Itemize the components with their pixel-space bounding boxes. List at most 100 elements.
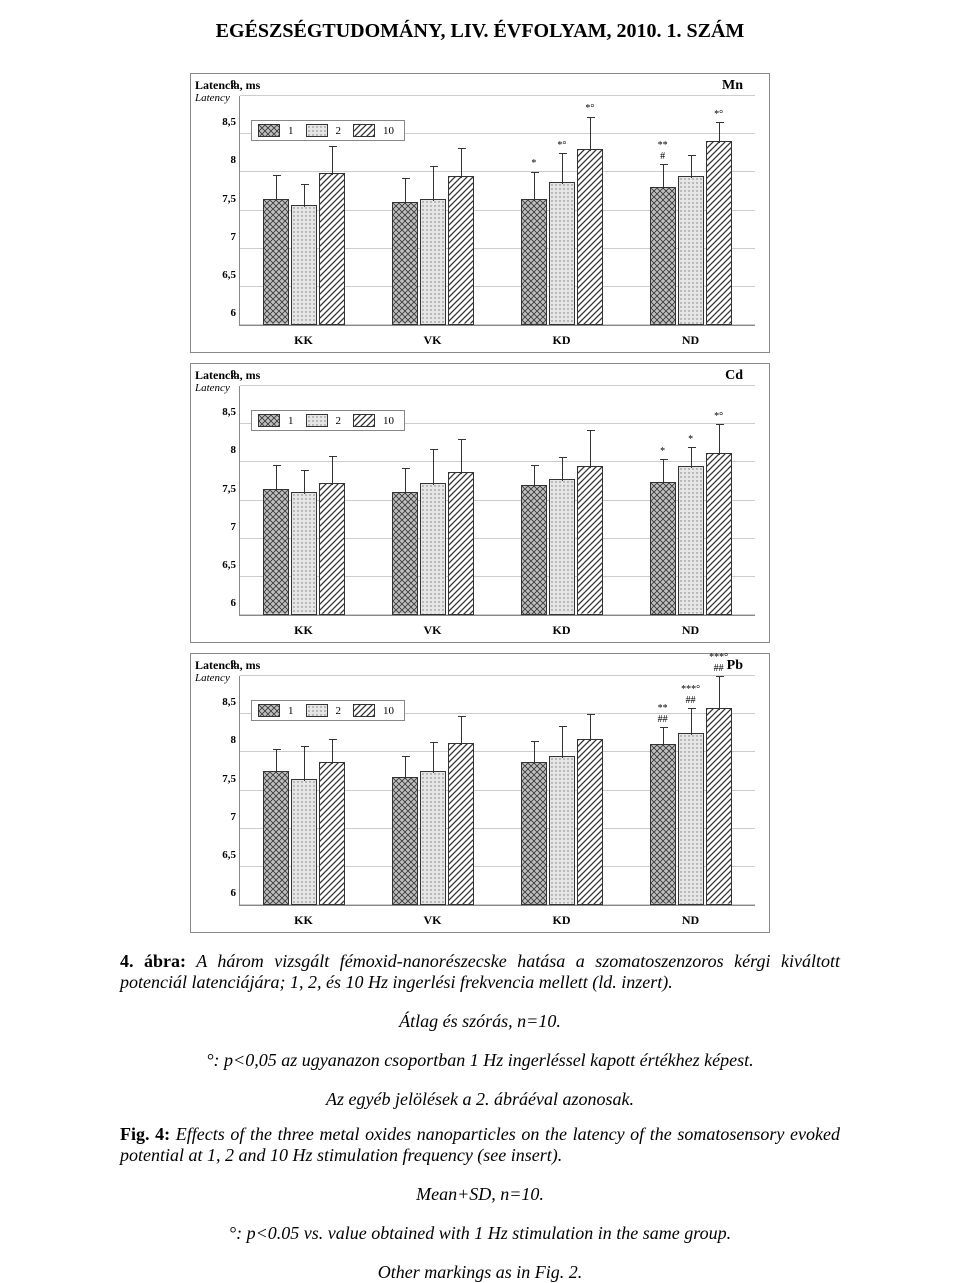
legend-swatch — [258, 414, 280, 427]
y-tick-label: 7 — [231, 521, 237, 533]
y-tick-label: 6 — [231, 887, 237, 899]
legend-label: 10 — [383, 415, 394, 427]
legend-swatch — [353, 414, 375, 427]
bar — [420, 676, 446, 905]
significance-marker: ** ## — [658, 703, 668, 725]
bar: ***° ## — [706, 676, 732, 905]
bar — [448, 676, 474, 905]
bar: *° — [706, 386, 732, 615]
legend-label: 1 — [288, 415, 294, 427]
x-tick-label: KD — [497, 623, 626, 638]
bar-group: ** # *° — [626, 96, 755, 325]
bar — [448, 386, 474, 615]
legend-swatch — [353, 124, 375, 137]
panel-label: Pb — [727, 658, 743, 674]
significance-marker: ***° ## — [681, 684, 700, 706]
y-axis-label-en: Latency — [195, 382, 230, 394]
y-tick-label: 6 — [231, 307, 237, 319]
legend-swatch — [353, 704, 375, 717]
y-tick-label: 8 — [231, 734, 237, 746]
y-tick-label: 9 — [231, 658, 237, 670]
legend-swatch — [306, 704, 328, 717]
y-axis-label: Latencia, ms — [195, 368, 260, 383]
x-tick-label: KK — [239, 623, 368, 638]
significance-marker: ***° ## — [709, 652, 728, 674]
caption-hu-2: Átlag és szórás, n=10. — [120, 1011, 840, 1032]
caption-en-1: Fig. 4: Effects of the three metal oxide… — [120, 1124, 840, 1166]
x-tick-label: KK — [239, 333, 368, 348]
x-tick-label: ND — [626, 333, 755, 348]
y-tick-label: 7,5 — [222, 193, 236, 205]
y-axis-label-en: Latency — [195, 672, 230, 684]
bar: ***° ## — [678, 676, 704, 905]
caption-hu-4: Az egyéb jelölések a 2. ábráéval azonosa… — [120, 1089, 840, 1110]
significance-marker: * — [660, 446, 665, 457]
bar — [448, 96, 474, 325]
bar — [678, 96, 704, 325]
caption-en-3: °: p<0.05 vs. value obtained with 1 Hz s… — [120, 1223, 840, 1244]
caption-hu-lead: 4. ábra: — [120, 951, 186, 971]
legend: 1210 — [251, 410, 405, 431]
x-tick-label: KD — [497, 333, 626, 348]
y-tick-label: 6,5 — [222, 559, 236, 571]
y-tick-label: 9 — [231, 78, 237, 90]
y-tick-label: 6,5 — [222, 269, 236, 281]
y-axis-label: Latencia, ms — [195, 78, 260, 93]
bar — [521, 386, 547, 615]
legend-label: 1 — [288, 705, 294, 717]
bar — [549, 386, 575, 615]
significance-marker: ** # — [658, 140, 668, 162]
bar: * — [521, 96, 547, 325]
caption-hu-1: 4. ábra: A három vizsgált fémoxid-nanoré… — [120, 951, 840, 993]
bar-group: ** ## ***° ## ***° ## — [626, 676, 755, 905]
bar: *° — [706, 96, 732, 325]
significance-marker: *° — [557, 140, 566, 151]
x-labels: KKVKKDND — [239, 623, 755, 638]
y-axis-label-en: Latency — [195, 92, 230, 104]
x-tick-label: VK — [368, 333, 497, 348]
legend-swatch — [258, 704, 280, 717]
significance-marker: * — [688, 434, 693, 445]
significance-marker: *° — [714, 109, 723, 120]
x-labels: KKVKKDND — [239, 333, 755, 348]
x-tick-label: KD — [497, 913, 626, 928]
bar: *° — [549, 96, 575, 325]
bar — [521, 676, 547, 905]
page-header: EGÉSZSÉGTUDOMÁNY, LIV. ÉVFOLYAM, 2010. 1… — [40, 20, 920, 43]
y-tick-label: 7 — [231, 231, 237, 243]
caption-hu-body: A három vizsgált fémoxid-nanorészecske h… — [120, 951, 840, 992]
panel-label: Cd — [725, 368, 743, 384]
legend-label: 2 — [336, 125, 342, 137]
y-tick-label: 7 — [231, 811, 237, 823]
bar: ** ## — [650, 676, 676, 905]
panel-label: Mn — [722, 78, 743, 94]
x-tick-label: ND — [626, 913, 755, 928]
bar — [577, 676, 603, 905]
bar — [549, 676, 575, 905]
y-tick-label: 7,5 — [222, 483, 236, 495]
y-tick-label: 8,5 — [222, 116, 236, 128]
bar: * — [650, 386, 676, 615]
y-tick-label: 8 — [231, 444, 237, 456]
legend: 1210 — [251, 120, 405, 141]
bar: * — [678, 386, 704, 615]
bar-group: * *° *° — [498, 96, 627, 325]
y-tick-label: 8,5 — [222, 696, 236, 708]
legend-label: 10 — [383, 705, 394, 717]
y-axis-label: Latencia, ms — [195, 658, 260, 673]
y-tick-label: 8 — [231, 154, 237, 166]
significance-marker: *° — [714, 411, 723, 422]
chart-panel-mn: Latencia, msLatencyMn66,577,588,59**°*°*… — [190, 73, 770, 353]
y-tick-label: 7,5 — [222, 773, 236, 785]
bar: ** # — [650, 96, 676, 325]
legend-swatch — [258, 124, 280, 137]
legend-swatch — [306, 124, 328, 137]
x-tick-label: KK — [239, 913, 368, 928]
bar: *° — [577, 96, 603, 325]
legend-label: 10 — [383, 125, 394, 137]
caption-en-lead: Fig. 4: — [120, 1124, 170, 1144]
caption-hu-3: °: p<0,05 az ugyanazon csoportban 1 Hz i… — [120, 1050, 840, 1071]
significance-marker: *° — [585, 103, 594, 114]
y-tick-label: 6 — [231, 597, 237, 609]
caption-en-body: Effects of the three metal oxides nanopa… — [120, 1124, 840, 1165]
